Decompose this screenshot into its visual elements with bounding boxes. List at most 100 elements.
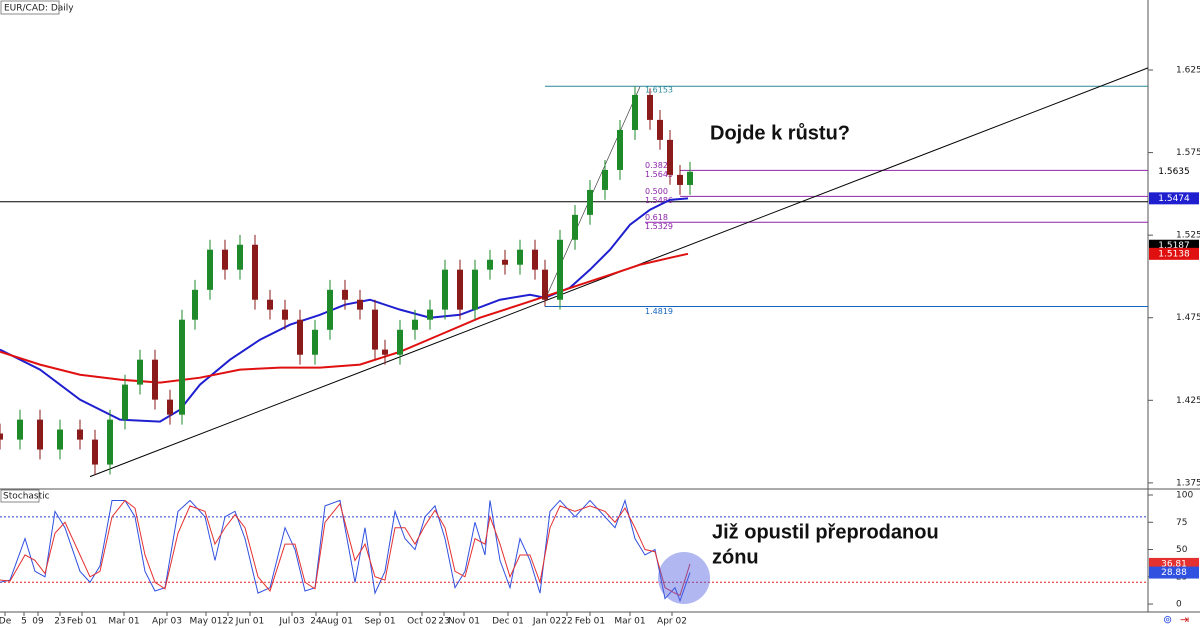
price-tag-label: 36.81 xyxy=(1161,559,1187,569)
x-tick-label: Apr 03 xyxy=(152,617,182,627)
fib-value: 1.5329 xyxy=(645,222,673,231)
y-tick-label: 50 xyxy=(1176,545,1188,555)
candle-body xyxy=(687,171,693,185)
candle-body xyxy=(397,329,403,355)
oscillator-line xyxy=(0,499,691,596)
candle-body xyxy=(572,214,578,240)
candle-body xyxy=(657,119,663,140)
candle-body xyxy=(412,319,418,330)
x-tick-label: Feb 01 xyxy=(575,617,605,627)
goto-icon[interactable]: ⇥ xyxy=(1180,613,1189,626)
annotation: Dojde k růstu? xyxy=(710,122,850,144)
x-tick-label: 23 xyxy=(54,617,65,627)
candle-body xyxy=(372,309,378,350)
candle-body xyxy=(282,309,288,320)
fib-ratio: 0.618 xyxy=(645,213,668,222)
indicator-title: Stochastic xyxy=(3,492,50,502)
moving-average xyxy=(0,252,689,384)
candle-body xyxy=(327,289,333,330)
price-tag xyxy=(1149,566,1199,579)
x-tick-label: Mar 01 xyxy=(614,617,645,627)
x-tick-label: Apr 02 xyxy=(657,617,687,627)
price-tag-label: 1.5138 xyxy=(1158,249,1190,259)
annotation: zónu xyxy=(712,546,759,568)
price-tag-label: 28.88 xyxy=(1161,568,1187,578)
candle-body xyxy=(312,329,318,355)
x-tick-label: Jan 02 xyxy=(532,617,561,627)
x-tick-label: Aug 01 xyxy=(321,617,353,627)
x-tick-label: Sep 01 xyxy=(364,617,395,627)
price-tag xyxy=(1149,165,1199,178)
candle-body xyxy=(487,259,493,270)
price-tag-label: 1.5187 xyxy=(1158,241,1190,251)
candle-body xyxy=(152,359,158,400)
x-tick-label: Oct 02 xyxy=(407,617,437,627)
x-tick-label: Mar 01 xyxy=(108,617,139,627)
fib-value: 1.4819 xyxy=(645,307,673,316)
candle-body xyxy=(587,189,593,215)
candle-body xyxy=(207,249,213,290)
candle-body xyxy=(252,244,258,300)
candle-body xyxy=(442,269,448,310)
candle-body xyxy=(357,299,363,310)
candle-body xyxy=(37,419,43,450)
candle-body xyxy=(342,289,348,300)
candle-body xyxy=(92,439,98,465)
candle-body xyxy=(677,174,683,185)
candle-body xyxy=(532,249,538,270)
fib-value: 1.5643 xyxy=(645,170,673,179)
candle-body xyxy=(137,359,143,385)
candle-body xyxy=(237,244,243,270)
fib-value: 1.6153 xyxy=(645,86,673,95)
candle-body xyxy=(0,433,3,440)
candle-body xyxy=(517,249,523,265)
candle-body xyxy=(647,94,653,120)
price-tag-label: 1.5635 xyxy=(1158,167,1190,177)
moving-average xyxy=(0,197,689,423)
y-tick-label: 0 xyxy=(1176,600,1182,610)
candle-body xyxy=(502,259,508,265)
candle-body xyxy=(222,249,228,270)
x-tick-label: Jun 01 xyxy=(235,617,264,627)
candle-body xyxy=(17,419,23,440)
candle-body xyxy=(297,319,303,355)
x-tick-label: 22 xyxy=(222,617,233,627)
annotation: Již opustil přeprodanou xyxy=(712,521,939,543)
candle-body xyxy=(602,169,608,190)
candle-body xyxy=(457,269,463,310)
candle-body xyxy=(107,419,113,465)
price-tag-label: 1.5474 xyxy=(1158,194,1190,204)
candle-body xyxy=(167,399,173,415)
x-tick-label: Dec 01 xyxy=(492,617,524,627)
x-tick-label: De xyxy=(0,617,12,627)
x-tick-label: Feb 01 xyxy=(67,617,97,627)
x-tick-label: 23 xyxy=(438,617,449,627)
x-tick-label: 22 xyxy=(561,617,572,627)
candle-body xyxy=(557,239,563,300)
candle-body xyxy=(77,429,83,440)
sync-icon[interactable]: ⊚ xyxy=(1163,613,1172,626)
candle-body xyxy=(427,309,433,320)
candle-body xyxy=(122,384,128,420)
x-tick-label: May 01 xyxy=(190,617,223,627)
x-tick-label: Nov 01 xyxy=(448,617,480,627)
price-tag xyxy=(1149,247,1199,260)
candle-body xyxy=(617,129,623,170)
candle-body xyxy=(667,139,673,175)
y-tick-label: 100 xyxy=(1176,491,1193,501)
x-tick-label: 09 xyxy=(32,617,44,627)
title-box xyxy=(0,0,60,15)
fib-ratio: 0.382 xyxy=(645,161,668,170)
candle-body xyxy=(472,269,478,310)
highlight-circle xyxy=(658,552,710,604)
y-tick-label: 75 xyxy=(1176,518,1187,528)
candle-body xyxy=(179,319,185,415)
fib-ratio: 0.500 xyxy=(645,187,668,196)
